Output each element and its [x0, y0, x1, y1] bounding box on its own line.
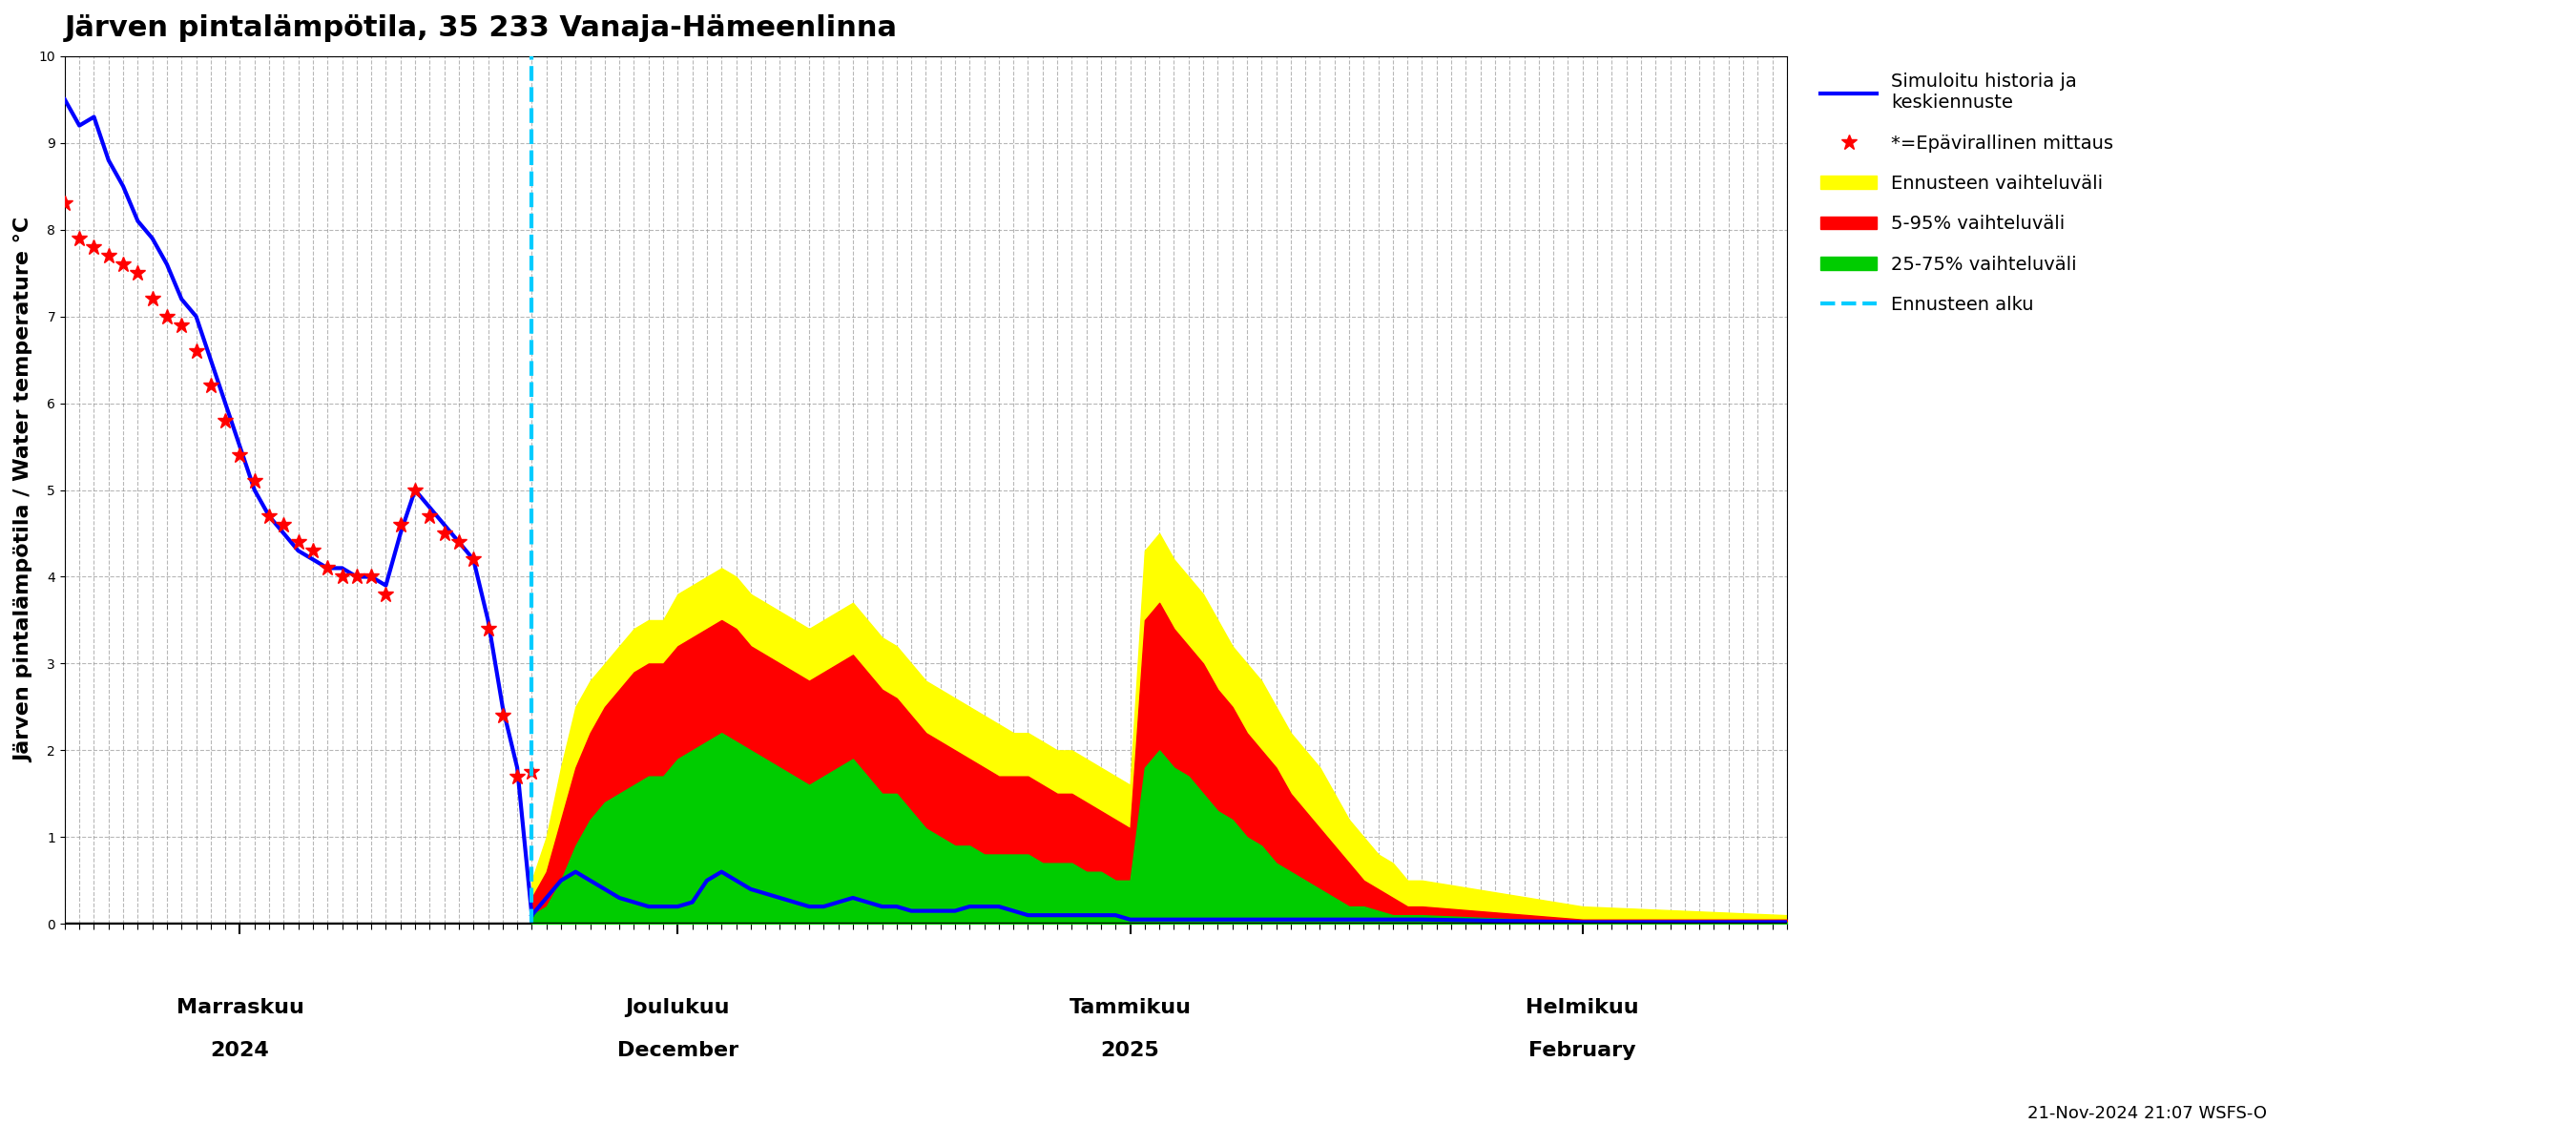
Y-axis label: Järven pintalämpötila / Water temperature °C: Järven pintalämpötila / Water temperatur… [15, 218, 33, 763]
Text: February: February [1528, 1041, 1636, 1060]
Legend: Simuloitu historia ja
keskiennuste, *=Epävirallinen mittaus, Ennusteen vaihteluv: Simuloitu historia ja keskiennuste, *=Ep… [1814, 65, 2120, 322]
Text: Helmikuu: Helmikuu [1525, 997, 1638, 1017]
Text: Joulukuu: Joulukuu [626, 997, 729, 1017]
Text: 2025: 2025 [1100, 1041, 1159, 1060]
Text: 21-Nov-2024 21:07 WSFS-O: 21-Nov-2024 21:07 WSFS-O [2027, 1105, 2267, 1122]
Text: Tammikuu: Tammikuu [1069, 997, 1190, 1017]
Text: 2024: 2024 [211, 1041, 270, 1060]
Text: Järven pintalämpötila, 35 233 Vanaja-Hämeenlinna: Järven pintalämpötila, 35 233 Vanaja-Häm… [64, 14, 896, 42]
Text: December: December [618, 1041, 739, 1060]
Text: Marraskuu: Marraskuu [175, 997, 304, 1017]
